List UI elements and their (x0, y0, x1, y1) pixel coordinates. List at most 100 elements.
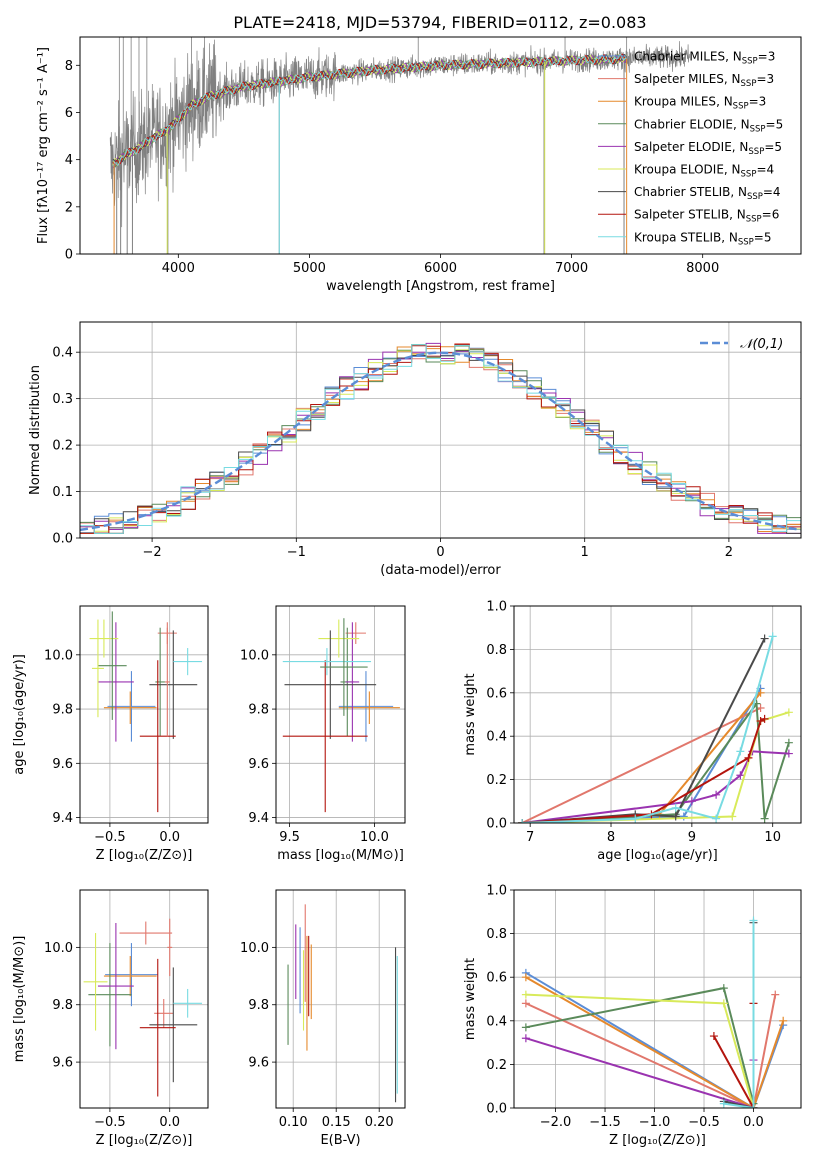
errorbar-point (119, 921, 173, 945)
massweight-vs-Z-frame (513, 889, 802, 1109)
age-vs-mass-panel (276, 606, 405, 823)
x-axis-label: mass [log₁₀(M/M⊙)] (277, 848, 404, 863)
y-tick-label: 9.6 (52, 1056, 73, 1071)
y-tick-label: 0.4 (486, 1014, 507, 1029)
errorbar-point (149, 630, 198, 739)
series-marker (719, 984, 728, 993)
x-tick-label: 4000 (162, 261, 195, 276)
y-tick-label: 10.0 (240, 648, 269, 663)
y-tick-label: 4 (65, 153, 73, 168)
histogram-kroupa-stelib (80, 344, 801, 534)
gaussian-curve (80, 351, 801, 532)
spectrum-legend: Chabrier MILES, NSSP=3 Salpeter MILES, NS… (598, 50, 783, 247)
x-tick-label: −0.5 (94, 830, 126, 845)
series-marker (760, 714, 769, 723)
age-vs-mass-frame (275, 605, 406, 824)
series-marker (679, 812, 688, 821)
errorbar-point (83, 933, 108, 1031)
series-line-salpeter-elodie (525, 1037, 755, 1108)
y-axis-label: Flux [fλ10⁻¹⁷ erg cm⁻² s⁻¹ A⁻¹] (36, 47, 51, 244)
figure-title: PLATE=2418, MJD=53794, FIBERID=0112, z=0… (233, 13, 646, 32)
errorbar-point (97, 611, 127, 720)
errorbar-point (97, 922, 134, 1050)
y-axis-label: mass weight (463, 958, 478, 1040)
y-axis-label: mass [log₁₀(M/M⊙)] (12, 936, 27, 1063)
y-tick-label: 0.8 (486, 927, 507, 942)
errorbar-point (345, 622, 360, 742)
series-marker (784, 738, 793, 747)
series-marker (756, 717, 765, 726)
series-line-kroupa-elodie (525, 993, 755, 1108)
series-line-salpeter-miles (521, 707, 762, 823)
massweight-vs-age-plot-area (518, 632, 793, 823)
y-tick-label: 0.4 (486, 730, 507, 745)
model-fit-chabrier-stelib (112, 53, 627, 163)
series-marker (749, 916, 758, 925)
errorbar-point (318, 619, 360, 658)
x-tick-label: 0.0 (743, 1115, 764, 1130)
y-tick-label: 9.8 (52, 998, 73, 1013)
x-axis-label: age [log₁₀(age/yr)] (597, 848, 718, 863)
massweight-vs-age-frame (513, 605, 802, 824)
errorbar-point (105, 943, 158, 1007)
series-marker (736, 747, 745, 756)
x-tick-label: 10 (764, 830, 781, 845)
legend-label: 𝒩(0,1) (740, 337, 783, 352)
y-axis-label: age [log₁₀(age/yr)] (12, 654, 27, 775)
x-tick-label: 0.10 (279, 1115, 308, 1130)
x-axis-label: Z [log₁₀(Z/Z⊙)] (609, 1133, 706, 1148)
errorbar-point (164, 627, 170, 737)
y-tick-label: 8 (65, 59, 73, 74)
series-line-kroupa-stelib (723, 920, 755, 1108)
y-tick-label: 0.3 (52, 392, 73, 407)
x-tick-label: −1.5 (589, 1115, 621, 1130)
errorbar-point (139, 660, 176, 813)
x-tick-label: −0.5 (94, 1115, 126, 1130)
series-marker (521, 1023, 530, 1032)
series-marker (521, 999, 530, 1008)
y-tick-label: 0.4 (52, 346, 73, 361)
x-tick-label: 9 (688, 830, 696, 845)
y-tick-label: 10.0 (240, 941, 269, 956)
x-axis-label: E(B-V) (320, 1133, 360, 1148)
y-tick-label: 9.6 (248, 757, 269, 772)
x-tick-label: 0 (436, 545, 444, 560)
series-marker (712, 814, 721, 823)
errorbar-point (282, 660, 368, 813)
legend-label: Kroupa STELIB, NSSP=5 (634, 230, 772, 247)
series-marker (631, 814, 640, 823)
series-marker (771, 990, 780, 999)
age-vs-Z-plot-area (89, 611, 203, 813)
errorbar-point (149, 967, 198, 1083)
legend-label: Salpeter STELIB, NSSP=6 (634, 208, 779, 225)
y-tick-label: 0.0 (52, 532, 73, 547)
y-tick-label: 9.6 (52, 757, 73, 772)
y-tick-label: 9.4 (52, 811, 73, 826)
y-tick-label: 6 (65, 106, 73, 121)
x-tick-label: 2 (725, 545, 733, 560)
y-tick-label: 10.0 (44, 648, 73, 663)
errorbar-point (167, 918, 173, 977)
x-tick-label: −1 (287, 545, 306, 560)
errorbar-point (88, 943, 132, 1047)
y-tick-label: 0.2 (486, 773, 507, 788)
series-marker (779, 1016, 788, 1025)
model-fit-kroupa-stelib (112, 53, 627, 166)
y-tick-label: 9.4 (248, 811, 269, 826)
spectrum-frame (79, 36, 802, 255)
mass-vs-Z-frame (79, 889, 209, 1109)
errorbar-point (103, 955, 157, 997)
series-marker (756, 703, 765, 712)
series-line-kroupa-stelib (522, 636, 774, 823)
mass-vs-EBV-panel (276, 890, 405, 1108)
x-tick-label: 0.15 (322, 1115, 351, 1130)
series-marker (728, 812, 737, 821)
series-line-kroupa-miles (522, 692, 762, 823)
x-tick-label: 8 (607, 830, 615, 845)
errorbar-point (139, 958, 176, 1097)
legend-label: Kroupa MILES, NSSP=3 (634, 95, 766, 112)
x-tick-label: 7000 (555, 261, 588, 276)
errorbar-point (154, 999, 174, 1028)
x-axis-label: (data-model)/error (380, 563, 501, 578)
